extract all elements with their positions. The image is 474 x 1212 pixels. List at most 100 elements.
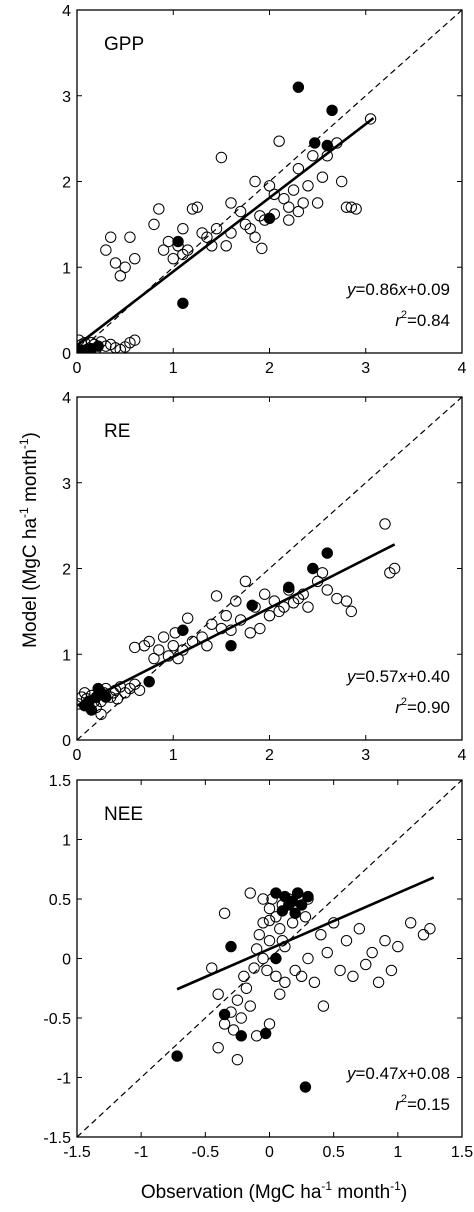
data-point-open <box>239 575 252 588</box>
data-point-open <box>283 201 295 213</box>
y-tick-label: 2 <box>62 175 71 192</box>
data-point-open <box>100 244 112 256</box>
plot-area <box>77 780 462 1137</box>
panel-title: GPP <box>104 34 144 55</box>
x-tick-label: 1.5 <box>451 1144 473 1161</box>
data-point-open <box>109 257 122 269</box>
data-point-open <box>206 618 218 630</box>
data-point-open <box>261 964 273 977</box>
data-point-filled <box>299 1081 312 1093</box>
data-point-open <box>417 929 430 941</box>
data-point-filled <box>326 104 338 117</box>
data-point-open <box>278 192 290 205</box>
data-point-open <box>225 197 237 209</box>
data-point-open <box>109 342 122 353</box>
panel-title: RE <box>104 421 130 442</box>
data-point-open <box>148 218 160 231</box>
data-point-open <box>302 601 314 613</box>
data-point-filled <box>225 940 237 953</box>
data-point-open <box>274 923 286 935</box>
data-point-open <box>388 562 401 575</box>
data-point-open <box>424 923 436 935</box>
data-point-open <box>385 964 398 977</box>
data-point-open <box>379 518 391 530</box>
data-point-filled <box>302 890 314 903</box>
data-point-open <box>220 609 232 622</box>
data-point-open <box>360 958 372 971</box>
data-point-filled <box>270 952 282 965</box>
y-tick-label: 2 <box>62 562 71 579</box>
data-point-open <box>270 911 282 923</box>
data-point-open <box>283 893 295 905</box>
data-point-open <box>253 929 265 941</box>
data-point-open <box>345 605 358 618</box>
data-point-open <box>244 887 256 899</box>
data-point-open <box>129 334 141 346</box>
data-point-open <box>392 940 404 953</box>
y-tick-label: 1 <box>62 833 71 850</box>
data-point-open <box>266 893 278 905</box>
data-point-open <box>366 946 378 959</box>
data-point-open <box>181 244 194 256</box>
data-point-open <box>231 994 244 1006</box>
data-point-open <box>227 1024 240 1036</box>
data-point-filled <box>218 1008 231 1021</box>
data-point-open <box>321 946 333 959</box>
data-point-open <box>307 150 319 162</box>
data-point-filled <box>309 137 321 149</box>
data-point-open <box>119 261 131 273</box>
y-axis-label: Model (MgC ha-1 month-1) <box>17 432 41 648</box>
data-point-open <box>331 592 343 605</box>
data-point-open <box>315 929 327 941</box>
data-point-open <box>263 180 276 192</box>
data-point-open <box>321 150 333 162</box>
data-point-filled <box>292 81 305 93</box>
data-point-open <box>254 622 266 635</box>
panel-title: NEE <box>104 804 143 825</box>
y-tick-label: 3 <box>62 476 71 493</box>
panel-gpp: 0 1 2 3 4 0 1 2 3 4 GPP y=0.86x+0.09 r2=0.84 <box>62 3 466 377</box>
regression-line <box>77 543 396 707</box>
data-point-open <box>77 698 85 710</box>
data-point-filled <box>321 547 333 559</box>
data-point-open <box>263 1018 276 1030</box>
data-point-open <box>153 644 165 656</box>
data-point-open <box>316 567 329 579</box>
x-tick-label: -1 <box>134 1144 148 1161</box>
data-point-filled <box>307 562 319 575</box>
one-to-one-line <box>77 397 462 740</box>
data-point-open <box>273 135 285 147</box>
data-point-open <box>353 923 366 935</box>
data-point-open <box>111 693 124 705</box>
data-point-open <box>114 270 127 282</box>
data-point-open <box>250 1030 263 1042</box>
x-tick-label: 2 <box>265 747 274 764</box>
data-point-open <box>321 584 333 596</box>
panel-re: 0 1 2 3 4 0 1 2 3 4 RE y=0.57x+0.40 r2=0.90 <box>62 390 466 764</box>
data-point-open <box>289 964 301 977</box>
data-point-open <box>95 695 107 708</box>
data-point-open <box>268 208 281 220</box>
data-point-open <box>235 1012 247 1024</box>
data-point-open <box>177 222 189 235</box>
x-tick-label: 4 <box>458 747 467 764</box>
data-point-filled <box>177 297 189 309</box>
data-point-open <box>287 184 300 196</box>
x-tick-label: -1.5 <box>63 1144 91 1161</box>
data-point-open <box>157 631 170 643</box>
y-tick-label: 0 <box>62 733 71 750</box>
data-point-open <box>230 595 242 607</box>
r-squared: r2=0.15 <box>395 1093 450 1114</box>
data-point-open <box>299 911 312 923</box>
data-point-open <box>286 917 299 929</box>
data-point-open <box>79 687 91 699</box>
data-point-open <box>268 188 281 201</box>
data-point-open <box>263 609 276 622</box>
r-squared: r2=0.90 <box>395 696 450 717</box>
data-point-open <box>129 252 141 265</box>
x-tick-label: 4 <box>458 360 467 377</box>
data-point-open <box>316 171 329 183</box>
data-point-open <box>218 907 231 919</box>
data-point-open <box>167 252 179 265</box>
